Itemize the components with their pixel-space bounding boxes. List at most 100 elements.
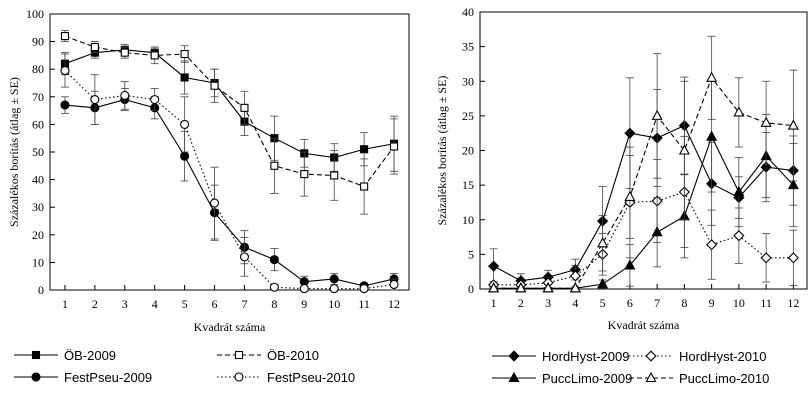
data-point [299, 284, 309, 294]
x-tick-label: 2 [92, 297, 98, 311]
data-point [706, 239, 718, 251]
y-tick-label: 20 [32, 228, 44, 242]
data-point [270, 161, 279, 170]
series-line [64, 49, 395, 159]
x-tick-label: 10 [733, 296, 745, 310]
series--b-2010 [60, 30, 399, 215]
data-point [733, 185, 745, 197]
series-line [493, 124, 794, 282]
legend-label: PuccLimo-2009 [542, 371, 632, 386]
x-tick-label: 5 [182, 297, 188, 311]
y-axis-label: Százalékos borítás (átlag ± SE) [7, 77, 21, 227]
data-point [329, 284, 339, 294]
y-tick-label: 25 [462, 109, 474, 123]
y-tick-label: 40 [32, 173, 44, 187]
series-line [64, 35, 395, 188]
data-point [330, 171, 339, 180]
legend-label: ÖB-2010 [267, 348, 319, 363]
y-tick-label: 30 [32, 200, 44, 214]
y-tick-label: 100 [26, 7, 44, 21]
x-tick-label: 6 [627, 296, 633, 310]
y-tick-label: 15 [462, 178, 474, 192]
y-tick-label: 30 [462, 74, 474, 88]
legend-label: ÖB-2009 [64, 348, 116, 363]
x-tick-label: 3 [122, 297, 128, 311]
x-tick-label: 7 [654, 296, 660, 310]
data-point [488, 282, 500, 293]
legend-label: PuccLimo-2010 [679, 371, 769, 386]
data-point [269, 282, 279, 292]
x-tick-label: 11 [358, 297, 370, 311]
data-point [760, 252, 772, 264]
y-tick-label: 80 [32, 62, 44, 76]
x-tick-label: 6 [212, 297, 218, 311]
data-point [60, 66, 70, 76]
legend-entry: FestPseu-2009 [14, 370, 152, 385]
data-point [787, 178, 799, 190]
data-point [678, 144, 690, 155]
legend-label: FestPseu-2009 [64, 370, 152, 385]
legend-label: FestPseu-2010 [267, 370, 355, 385]
legend-marker [508, 371, 520, 383]
x-tick-label: 9 [709, 296, 715, 310]
data-point [150, 51, 159, 60]
data-point [515, 282, 527, 293]
x-tick-label: 3 [545, 296, 551, 310]
data-point [569, 270, 581, 282]
legend-marker [645, 371, 657, 383]
data-point [624, 190, 636, 201]
series--b-2009 [60, 43, 399, 172]
x-tick-label: 4 [152, 297, 158, 311]
data-point [597, 237, 609, 248]
x-axis-label: Kvadrát száma [608, 318, 680, 332]
y-tick-label: 35 [462, 40, 474, 54]
series-line [493, 191, 794, 286]
data-point [624, 127, 636, 139]
series-festpseu-2009 [60, 88, 399, 291]
legend-marker [234, 350, 244, 360]
x-tick-label: 1 [491, 296, 497, 310]
y-tick-label: 0 [468, 282, 474, 296]
data-point [239, 252, 250, 262]
legend-label: HordHyst-2009 [542, 349, 629, 364]
series-line [493, 76, 794, 289]
y-tick-label: 90 [32, 35, 44, 49]
legend-label: HordHyst-2010 [679, 349, 766, 364]
y-axis-label: Százalékos borítás (átlag ± SE) [435, 76, 449, 226]
legend-entry: PuccLimo-2009 [492, 371, 632, 386]
x-tick-label: 11 [760, 296, 772, 310]
data-point [787, 119, 799, 130]
data-point [329, 274, 339, 284]
y-tick-label: 20 [462, 144, 474, 158]
data-point [389, 279, 399, 290]
x-tick-label: 9 [301, 297, 307, 311]
series-line [493, 135, 794, 289]
data-point [240, 103, 249, 112]
series-line [64, 98, 395, 287]
data-point [624, 259, 636, 270]
y-tick-label: 5 [468, 247, 474, 261]
series-pucclimo-2010 [488, 35, 799, 293]
x-tick-label: 8 [681, 296, 687, 310]
x-tick-label: 10 [328, 297, 340, 311]
plot-frame [479, 11, 808, 290]
data-point [488, 260, 500, 272]
series-hordhyst-2010 [488, 136, 799, 291]
data-point [90, 95, 100, 105]
y-tick-label: 0 [38, 283, 44, 297]
y-tick-label: 40 [462, 5, 474, 19]
data-point [389, 142, 399, 151]
series-festpseu-2010 [60, 53, 399, 294]
data-point [706, 130, 718, 141]
x-tick-label: 2 [518, 296, 524, 310]
data-point [60, 32, 70, 41]
data-point [120, 90, 130, 100]
data-point [150, 95, 160, 105]
y-tick-label: 10 [32, 255, 44, 269]
data-point [569, 282, 581, 293]
data-point [180, 151, 190, 161]
data-point [542, 282, 554, 293]
legend-entry: ÖB-2010 [217, 348, 319, 363]
